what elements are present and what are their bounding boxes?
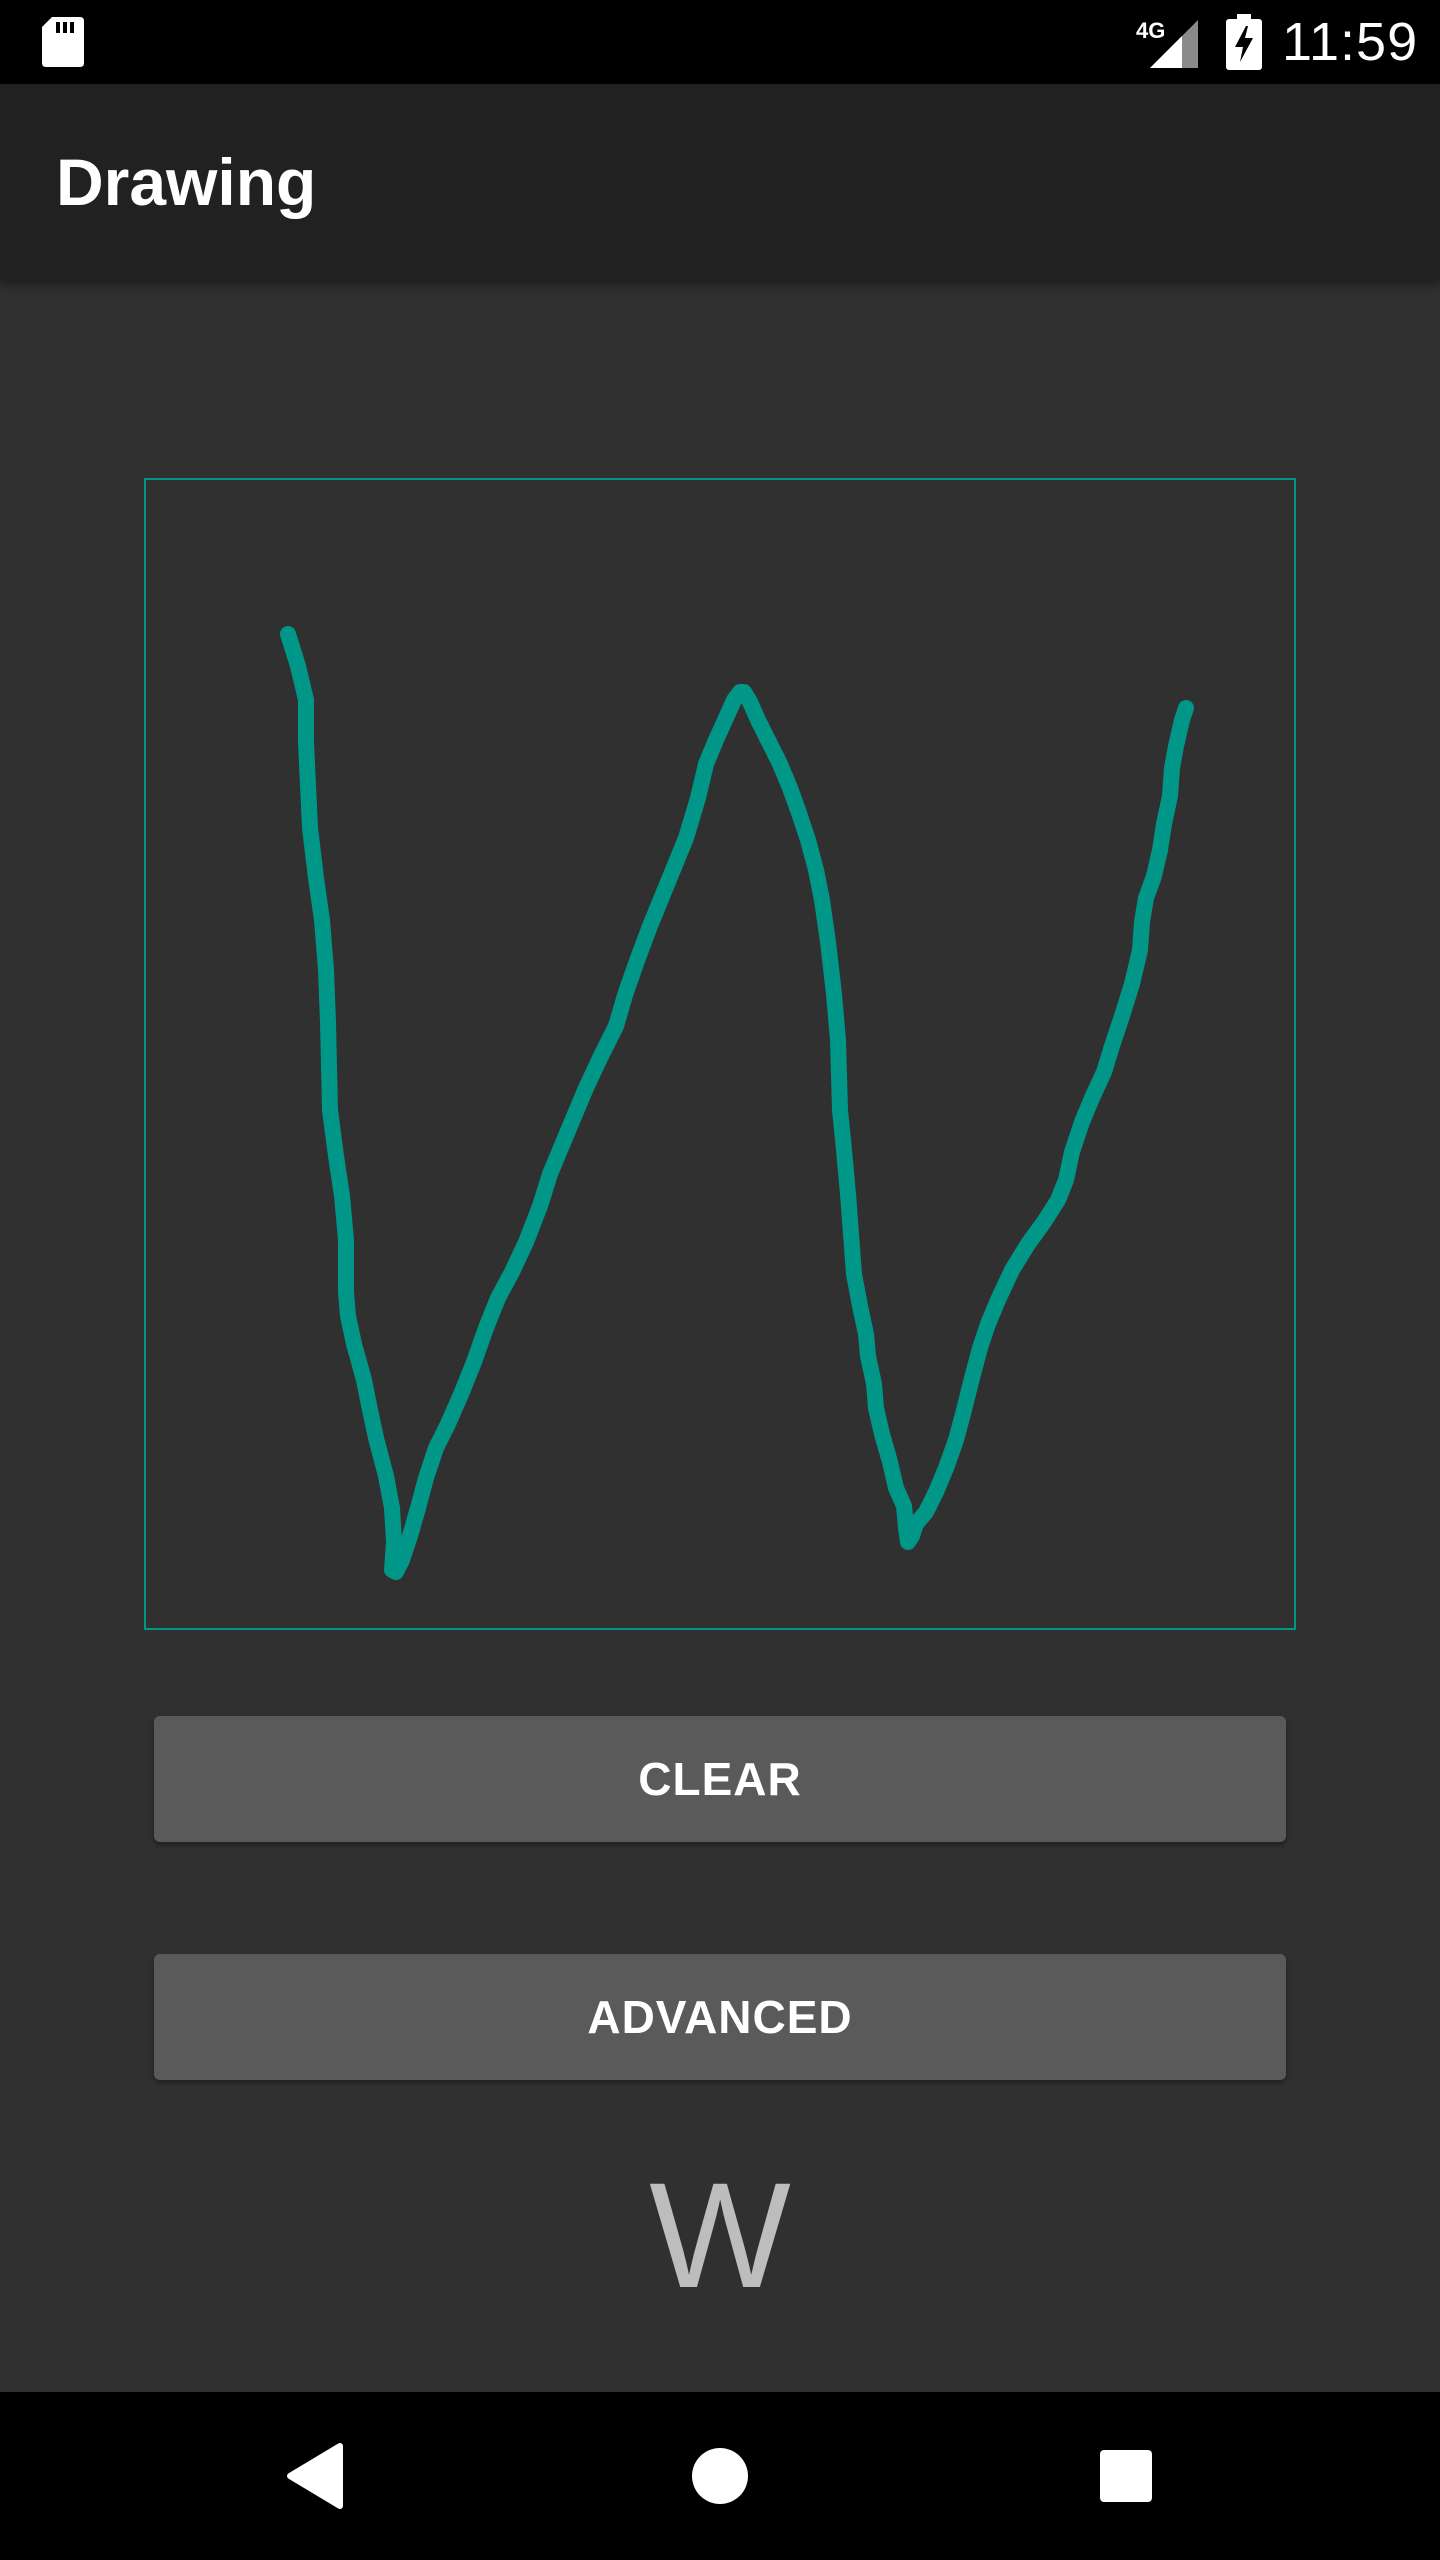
advanced-button[interactable]: ADVANCED bbox=[154, 1954, 1286, 2080]
signal-icon: 4G bbox=[1136, 18, 1198, 68]
clear-button[interactable]: CLEAR bbox=[154, 1716, 1286, 1842]
home-icon[interactable] bbox=[680, 2436, 760, 2516]
drawing-stroke-layer bbox=[280, 626, 1194, 1580]
status-time: 11:59 bbox=[1282, 12, 1419, 72]
sd-card-icon bbox=[42, 17, 84, 67]
recognized-text: W bbox=[649, 2151, 791, 2319]
app-bar: Drawing bbox=[0, 84, 1440, 280]
back-icon[interactable] bbox=[276, 2436, 356, 2516]
navigation-bar bbox=[0, 2392, 1440, 2560]
network-type-label: 4G bbox=[1136, 18, 1165, 43]
battery-charging-icon bbox=[1226, 14, 1262, 70]
page-title: Drawing bbox=[56, 145, 317, 219]
recents-icon[interactable] bbox=[1086, 2436, 1166, 2516]
drawn-stroke bbox=[280, 626, 1194, 1580]
drawing-canvas[interactable] bbox=[144, 478, 1296, 1630]
status-bar: 4G 11:59 bbox=[0, 0, 1440, 84]
